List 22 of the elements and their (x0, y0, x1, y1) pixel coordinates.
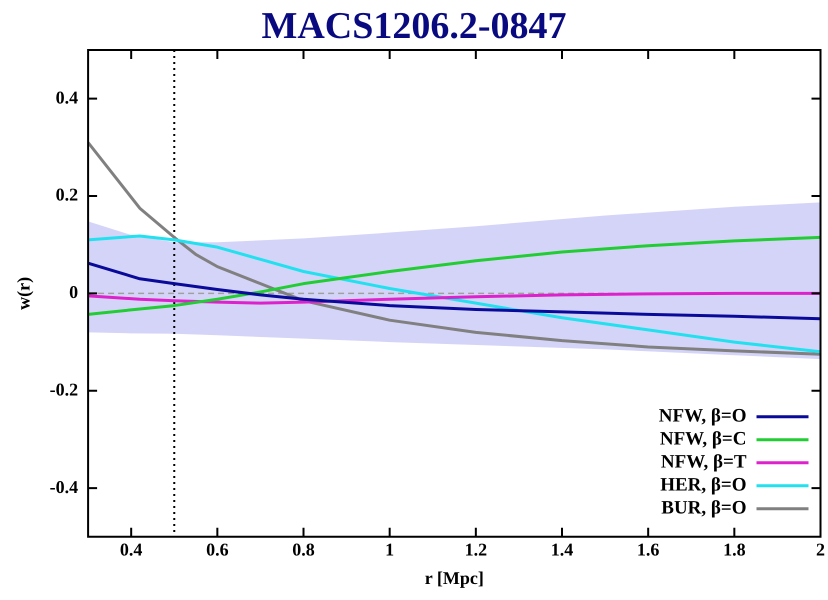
y-tick-label: -0.2 (50, 379, 78, 400)
x-tick-label: 0.4 (120, 539, 142, 560)
x-tick-label: 1.4 (550, 539, 574, 560)
legend-label: NFW, β=C (660, 428, 746, 450)
legend-label: HER, β=O (660, 474, 746, 496)
x-tick-label: 1.8 (723, 539, 746, 560)
y-tick-label: -0.4 (50, 476, 78, 497)
x-tick-label: 1 (385, 539, 394, 560)
y-tick-label: 0.4 (56, 87, 78, 108)
legend-label: NFW, β=T (660, 452, 747, 473)
chart-title: MACS1206.2-0847 (260, 4, 568, 48)
x-tick-label: 0.8 (292, 539, 315, 560)
x-tick-label: 1.2 (464, 539, 488, 560)
x-axis-title: r [Mpc] (424, 568, 484, 588)
legend-label: NFW, β=O (658, 406, 746, 427)
y-tick-label: 0.2 (56, 184, 78, 205)
legend-label: BUR, β=O (661, 498, 746, 519)
x-tick-label: 1.6 (636, 539, 660, 560)
y-tick-label: 0 (69, 282, 78, 302)
x-tick-label: 2 (816, 539, 825, 560)
x-tick-label: 0.6 (206, 539, 229, 560)
y-axis-title: w(r) (13, 276, 34, 310)
